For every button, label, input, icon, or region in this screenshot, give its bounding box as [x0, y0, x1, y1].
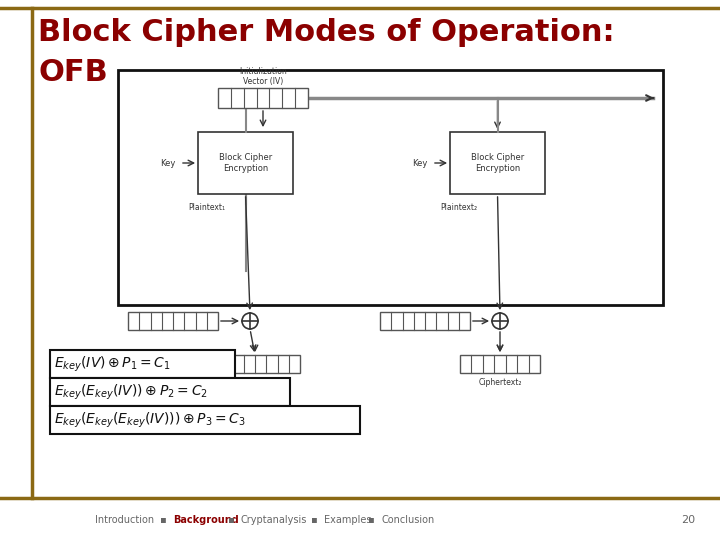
Text: Conclusion: Conclusion [381, 515, 434, 525]
Bar [210, 355, 300, 373]
Text: 20: 20 [681, 515, 695, 525]
Bar [460, 355, 540, 373]
Text: OFB: OFB [38, 58, 108, 87]
Text: Block Cipher
Encryption: Block Cipher Encryption [471, 153, 524, 173]
Bar [450, 132, 545, 194]
Text: $E_{key}(IV)\oplus P_1=C_1$: $E_{key}(IV)\oplus P_1=C_1$ [54, 354, 171, 374]
Text: $E_{key}(E_{key}(IV))\oplus P_2=C_2$: $E_{key}(E_{key}(IV))\oplus P_2=C_2$ [54, 382, 208, 402]
Text: Key: Key [413, 159, 428, 167]
Text: Background: Background [173, 515, 239, 525]
Text: Block Cipher Modes of Operation:: Block Cipher Modes of Operation: [38, 18, 615, 47]
Text: ▪: ▪ [225, 515, 238, 525]
Text: Plaintext₁: Plaintext₁ [188, 202, 225, 212]
Text: Cryptanalysis: Cryptanalysis [240, 515, 307, 525]
Text: Plaintext₂: Plaintext₂ [440, 202, 477, 212]
Text: Initialization
Vector (IV): Initialization Vector (IV) [239, 66, 287, 86]
Text: Block Cipher
Encryption: Block Cipher Encryption [219, 153, 272, 173]
Text: ▪: ▪ [308, 515, 321, 525]
Bar [50, 350, 235, 378]
Text: ▪: ▪ [158, 515, 170, 525]
Bar [218, 88, 308, 108]
Bar [118, 70, 663, 305]
Bar [50, 406, 360, 434]
Text: $E_{key}(E_{key}(E_{key}(IV)))\oplus P_3=C_3$: $E_{key}(E_{key}(E_{key}(IV)))\oplus P_3… [54, 410, 246, 430]
Text: Ciphertext₁: Ciphertext₁ [233, 378, 276, 387]
Text: Ciphertext₂: Ciphertext₂ [478, 378, 522, 387]
Bar [198, 132, 293, 194]
Bar [50, 378, 290, 406]
Text: Examples: Examples [324, 515, 372, 525]
Text: Key: Key [161, 159, 176, 167]
Bar [128, 312, 218, 330]
Text: ▪: ▪ [366, 515, 378, 525]
Text: Introduction: Introduction [95, 515, 154, 525]
Bar [380, 312, 470, 330]
